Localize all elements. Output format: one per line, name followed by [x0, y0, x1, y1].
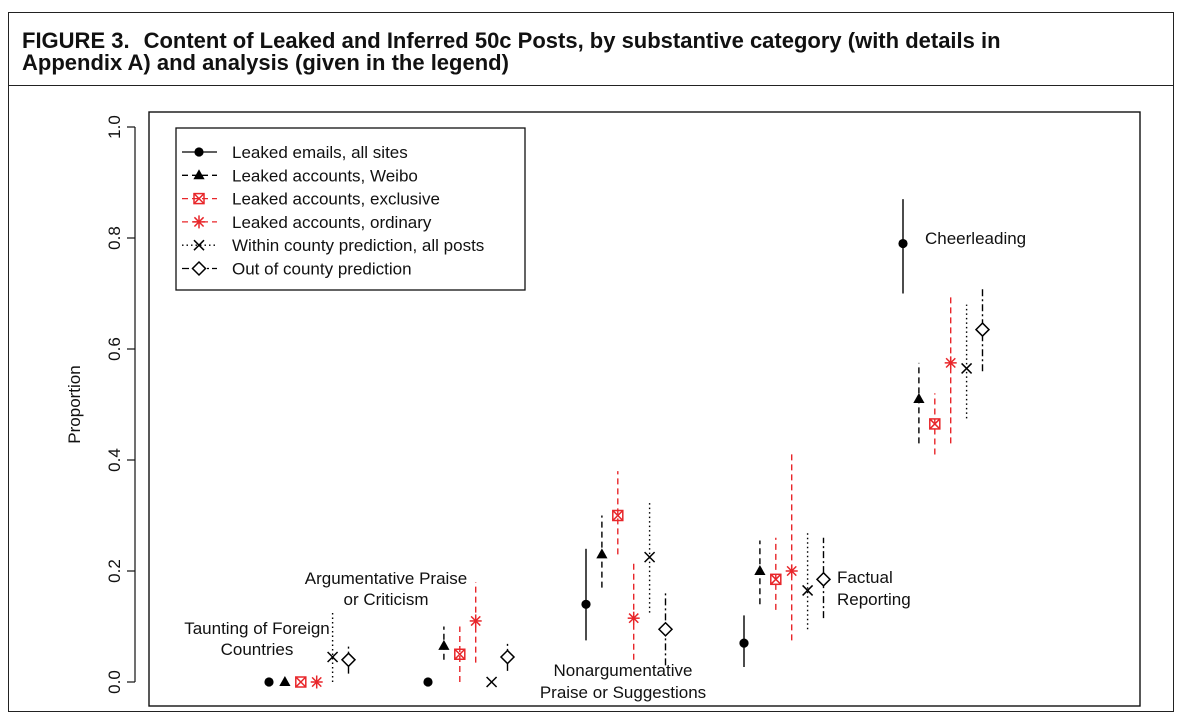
data-point: [786, 565, 798, 578]
series-4: [328, 305, 972, 687]
y-tick-label: 0.8: [105, 226, 124, 250]
data-point: [976, 323, 989, 336]
data-point: [342, 653, 355, 666]
legend-label: Leaked accounts, ordinary: [232, 213, 432, 232]
data-point: [913, 393, 924, 403]
data-point: [311, 676, 323, 689]
data-point: [470, 614, 482, 627]
data-point: [659, 623, 672, 636]
data-point: [817, 573, 830, 586]
series-1: [279, 363, 924, 686]
data-point: [581, 600, 590, 609]
legend-label: Leaked accounts, Weibo: [232, 166, 418, 185]
y-tick-label: 0.6: [105, 337, 124, 361]
category-label: Nonargumentative Praise or Suggestions: [540, 661, 706, 702]
data-point: [487, 677, 497, 687]
y-tick-label: 1.0: [105, 115, 124, 139]
series-5: [342, 288, 989, 674]
legend-label: Within county prediction, all posts: [232, 236, 484, 255]
data-point: [501, 651, 514, 664]
series-2: [296, 393, 940, 687]
data-point: [803, 585, 813, 595]
category-label: Cheerleading: [925, 229, 1026, 248]
category-label: Taunting of Foreign Countries: [184, 619, 330, 659]
data-point: [898, 239, 907, 248]
y-tick-label: 0.4: [105, 448, 124, 472]
data-point: [423, 677, 432, 686]
y-tick-label: 0.0: [105, 670, 124, 694]
legend-marker: [193, 215, 205, 228]
legend-label: Leaked emails, all sites: [232, 143, 408, 162]
legend-marker: [194, 147, 203, 156]
legend: Leaked emails, all sites Leaked accounts,…: [176, 128, 525, 290]
data-point: [754, 565, 765, 575]
category-label: Argumentative Praise or Criticism: [305, 569, 468, 609]
data-point: [279, 676, 290, 686]
data-point: [596, 548, 607, 558]
y-tick-label: 0.2: [105, 559, 124, 583]
data-point: [264, 677, 273, 686]
series-3: [311, 294, 957, 689]
data-point: [628, 612, 640, 625]
data-point: [739, 639, 748, 648]
data-point: [945, 356, 957, 369]
data-point: [438, 640, 449, 650]
legend-label: Out of county prediction: [232, 260, 412, 279]
category-label: Factual Reporting: [837, 568, 911, 609]
y-axis-label: Proportion: [65, 365, 84, 443]
legend-label: Leaked accounts, exclusive: [232, 190, 440, 209]
data-point: [296, 677, 306, 687]
